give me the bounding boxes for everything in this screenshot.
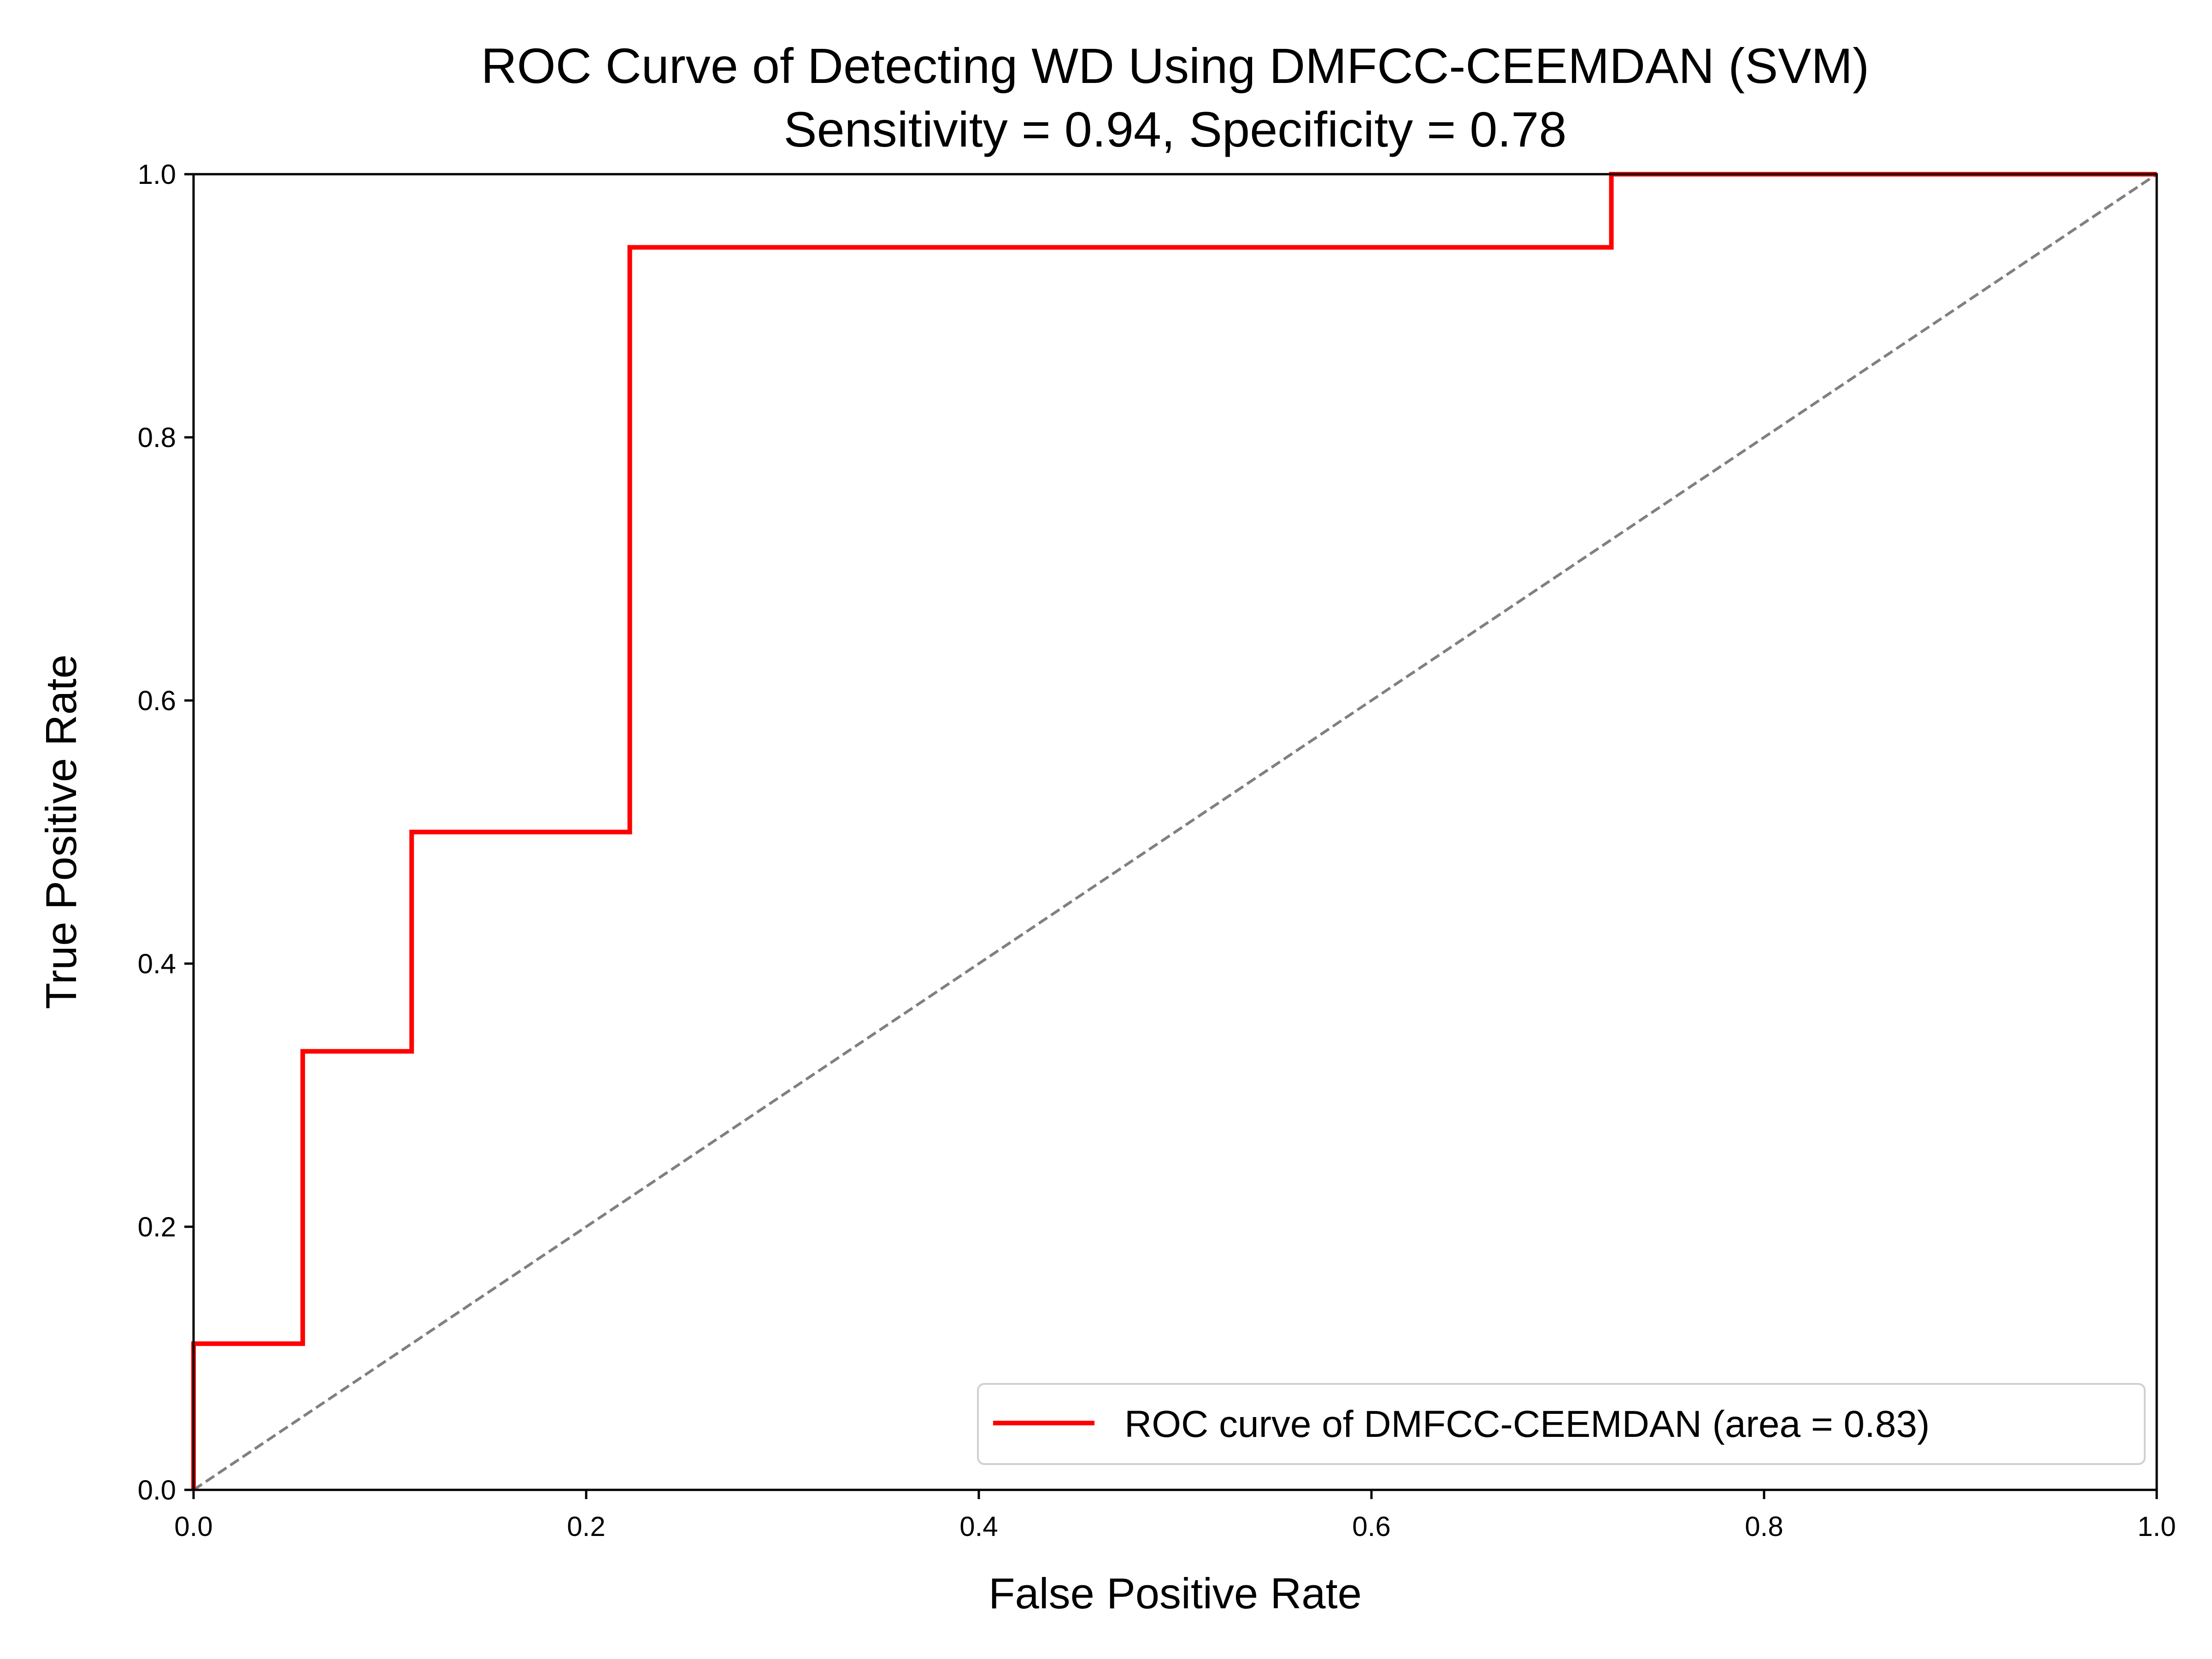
reference-diagonal-line xyxy=(193,173,2158,1491)
x-tick-label: 0.4 xyxy=(959,1511,998,1542)
x-tick-label: 0.6 xyxy=(1352,1511,1390,1542)
y-axis-ticks: 0.0 0.2 0.4 0.6 0.8 1.0 xyxy=(138,159,194,1506)
y-tick-label: 0.6 xyxy=(138,685,176,716)
y-tick-label: 0.8 xyxy=(138,422,176,453)
x-axis-label: False Positive Rate xyxy=(988,1569,1362,1618)
x-tick-label: 0.0 xyxy=(174,1511,212,1542)
legend-label: ROC curve of DMFCC-CEEMDAN (area = 0.83) xyxy=(1124,1403,1930,1445)
x-axis-ticks: 0.0 0.2 0.4 0.6 0.8 1.0 xyxy=(174,1490,2176,1542)
y-tick-label: 1.0 xyxy=(138,159,176,190)
legend-box xyxy=(977,1383,2146,1465)
plot-area xyxy=(191,172,2158,1491)
y-axis-label: True Positive Rate xyxy=(37,654,85,1009)
roc-curve-line xyxy=(191,172,2157,1490)
y-tick-label: 0.2 xyxy=(138,1212,176,1242)
y-tick-label: 0.4 xyxy=(138,948,176,979)
y-tick-label: 0.0 xyxy=(138,1475,176,1506)
x-tick-label: 0.8 xyxy=(1745,1511,1783,1542)
x-tick-label: 0.2 xyxy=(567,1511,605,1542)
axes-frame xyxy=(192,173,2158,1491)
chart-subtitle: Sensitivity = 0.94, Specificity = 0.78 xyxy=(784,101,1567,157)
chart-title: ROC Curve of Detecting WD Using DMFCC-CE… xyxy=(481,38,1869,94)
x-tick-label: 1.0 xyxy=(2137,1511,2176,1542)
legend: ROC curve of DMFCC-CEEMDAN (area = 0.83) xyxy=(977,1383,2146,1465)
